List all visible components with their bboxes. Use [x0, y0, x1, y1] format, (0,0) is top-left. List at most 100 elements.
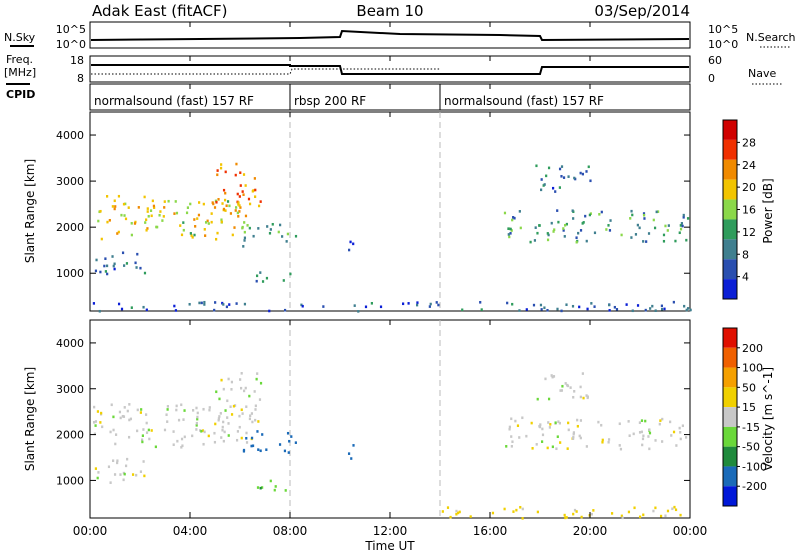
range-cell — [575, 510, 578, 513]
range-cell — [564, 382, 567, 385]
range-cell — [581, 372, 584, 375]
range-cell — [117, 302, 121, 306]
range-cell — [513, 216, 516, 220]
range-cell — [149, 209, 153, 212]
range-cell — [294, 441, 297, 444]
range-cell — [135, 266, 138, 269]
range-cell — [254, 404, 257, 408]
range-cell — [94, 420, 98, 423]
range-cell — [212, 202, 215, 206]
range-cell — [116, 459, 119, 463]
range-cell — [139, 266, 142, 270]
range-cell — [680, 222, 683, 225]
range-cell — [257, 227, 260, 230]
range-cell — [225, 204, 228, 208]
range-cell — [608, 303, 611, 307]
range-cell — [580, 515, 583, 519]
range-cell — [567, 421, 570, 425]
range-cell — [140, 408, 143, 411]
x-tick-label: 12:00 — [373, 524, 408, 538]
colorbar-swatch — [723, 120, 737, 140]
range-cell — [625, 303, 628, 306]
range-cell — [129, 417, 133, 421]
range-cell — [585, 170, 588, 173]
range-cell — [239, 378, 242, 381]
range-cell — [289, 272, 292, 276]
range-cell — [585, 445, 588, 448]
range-cell — [585, 394, 588, 397]
range-cell — [642, 212, 646, 215]
range-cell — [203, 430, 206, 434]
range-cell — [255, 274, 259, 278]
range-cell — [630, 209, 633, 213]
range-cell — [269, 479, 272, 483]
range-cell — [136, 252, 139, 256]
range-cell — [547, 397, 551, 401]
range-cell — [254, 188, 257, 192]
range-cell — [261, 433, 264, 436]
range-cell — [536, 231, 539, 235]
range-cell — [99, 421, 102, 424]
range-cell — [284, 489, 287, 492]
range-cell — [357, 310, 360, 313]
range-cell — [554, 421, 557, 425]
range-cell — [251, 444, 255, 448]
range-cell — [279, 223, 282, 227]
range-cell — [191, 236, 194, 239]
range-cell — [235, 206, 238, 209]
range-cell — [541, 433, 545, 437]
range-cell — [286, 431, 290, 435]
x-tick-label: 00:00 — [73, 524, 108, 538]
range-cell — [571, 304, 575, 308]
range-cell — [649, 307, 652, 310]
range-cell — [352, 242, 355, 246]
range-cell — [300, 303, 303, 307]
range-cell — [127, 435, 131, 439]
range-cell — [239, 206, 242, 209]
range-cell — [245, 436, 248, 440]
range-cell — [283, 449, 287, 453]
range-cell — [183, 435, 186, 439]
range-cell — [248, 202, 252, 206]
range-cell — [93, 405, 96, 409]
nave-label: Nave — [748, 67, 776, 80]
range-cell — [540, 440, 544, 443]
range-cell — [458, 510, 461, 514]
range-cell — [281, 235, 284, 238]
range-cell — [278, 443, 282, 446]
range-cell — [202, 442, 205, 446]
range-cell — [175, 408, 178, 412]
range-cell — [237, 201, 240, 204]
range-cell — [579, 395, 582, 399]
range-cell — [221, 202, 224, 205]
nave-line — [91, 68, 440, 75]
range-cell — [143, 474, 146, 478]
range-cell — [259, 200, 262, 203]
range-cell — [521, 507, 524, 511]
range-cell — [569, 386, 572, 389]
range-cell — [128, 403, 131, 406]
range-cell — [642, 434, 645, 438]
range-cell — [644, 308, 647, 312]
range-cell — [349, 240, 352, 244]
range-cell — [636, 223, 639, 227]
range-cell — [95, 258, 98, 262]
range-cell — [647, 232, 651, 235]
range-cell — [130, 306, 133, 309]
x-tick-label: 08:00 — [273, 524, 308, 538]
y-tick-label: 4000 — [56, 129, 84, 142]
range-cell — [642, 213, 646, 217]
range-cell — [240, 408, 243, 412]
velocity-ylabel: Slant Range [km] — [23, 367, 37, 471]
range-cell — [446, 506, 450, 509]
range-cell — [581, 172, 585, 176]
range-cell — [238, 414, 241, 418]
colorbar-swatch — [723, 179, 737, 200]
range-cell — [113, 473, 117, 476]
freq-left-tick-bottom: 8 — [77, 72, 84, 85]
range-cell — [609, 219, 612, 222]
range-cell — [124, 202, 127, 206]
velocity-colorbar-label: Velocity [m s^-1] — [761, 367, 775, 471]
range-cell — [229, 405, 232, 409]
range-cell — [211, 201, 214, 204]
